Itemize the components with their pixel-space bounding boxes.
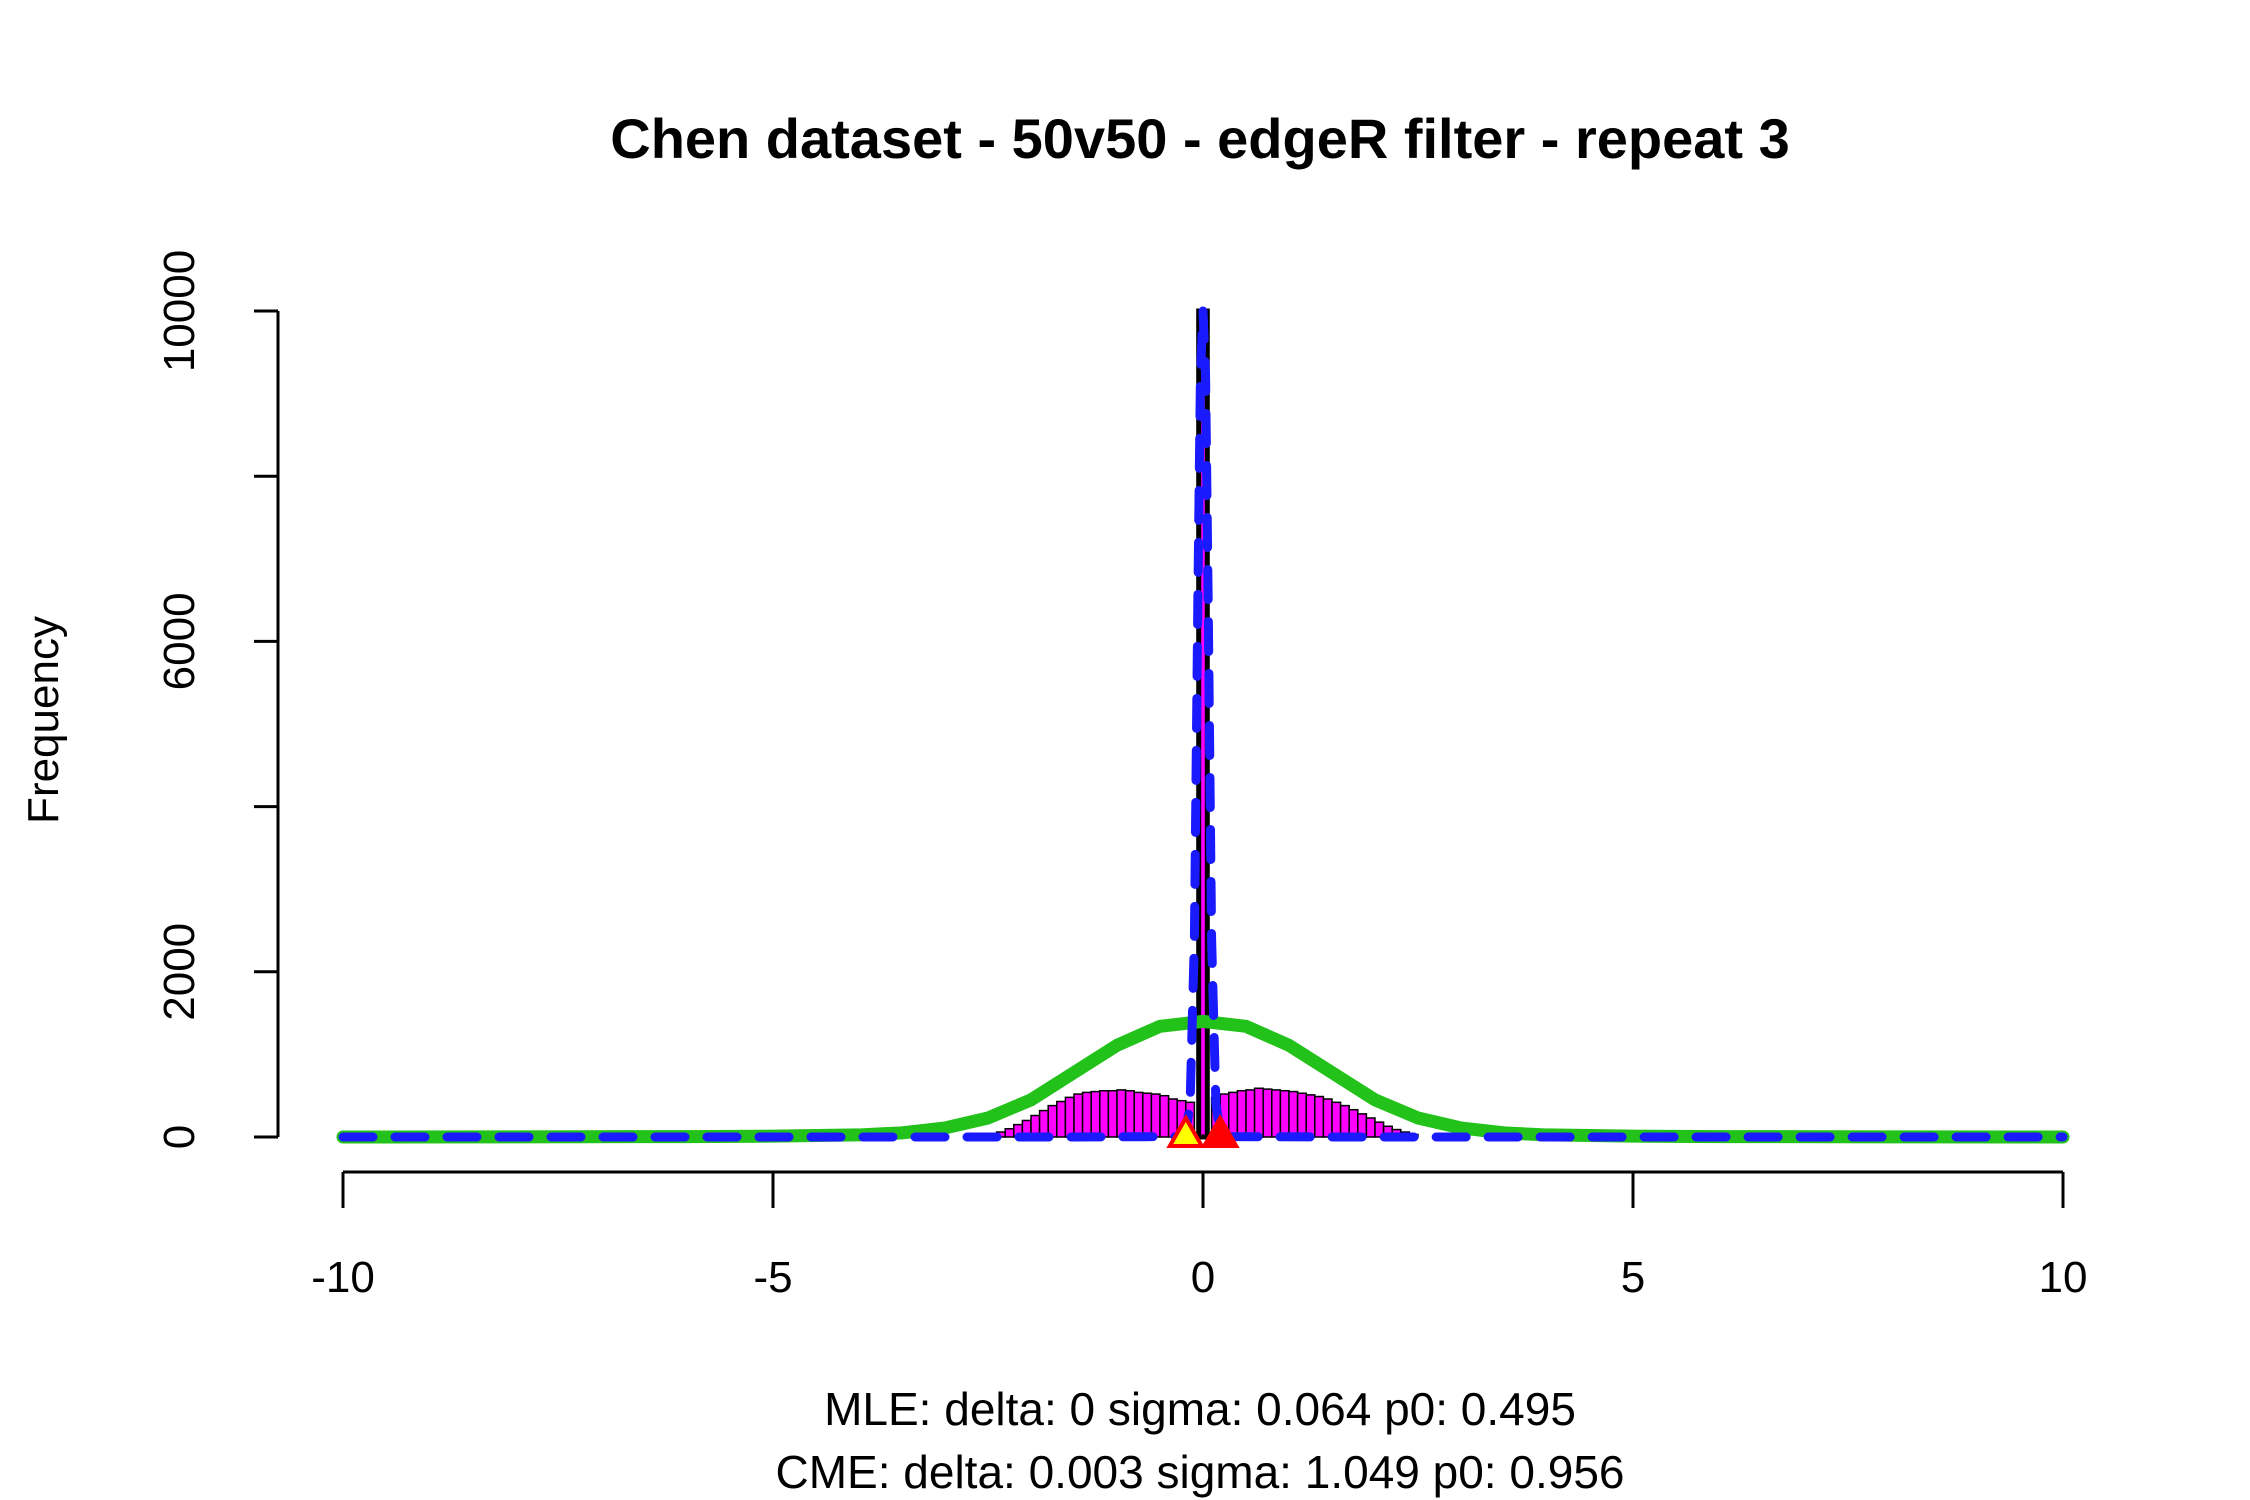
x-tick-label: 0 [1191, 1253, 1215, 1302]
histogram-bar [1081, 1091, 1092, 1138]
histogram-bar [1271, 1089, 1282, 1138]
histogram-bar [1133, 1091, 1144, 1138]
histogram-bar [1262, 1088, 1273, 1138]
histogram-bar [1124, 1089, 1135, 1138]
histogram-bar [1150, 1093, 1161, 1138]
histogram-bar [1322, 1098, 1333, 1138]
histogram-bar [1279, 1089, 1290, 1138]
histogram-bar [1107, 1089, 1118, 1138]
y-tick-label: 6000 [155, 592, 204, 690]
subtitle-line-2: CME: delta: 0.003 sigma: 1.049 p0: 0.956 [776, 1446, 1625, 1498]
histogram-bar [1296, 1092, 1307, 1138]
plot-area [336, 306, 2070, 1148]
subtitle-line-1: MLE: delta: 0 sigma: 0.064 p0: 0.495 [824, 1383, 1576, 1435]
histogram-bar [1245, 1089, 1256, 1138]
y-tick-label: 10000 [155, 250, 204, 372]
histogram-bar [1314, 1095, 1325, 1138]
y-tick-label: 0 [155, 1125, 204, 1149]
histogram-bar [1305, 1094, 1316, 1138]
histogram-bar [1090, 1090, 1101, 1138]
y-axis-label: Frequency [19, 616, 68, 824]
cme-delta-marker [1200, 1113, 1240, 1148]
x-tick-label: -5 [753, 1253, 792, 1302]
histogram-bar [1288, 1090, 1299, 1138]
chart-title: Chen dataset - 50v50 - edgeR filter - re… [610, 107, 1790, 170]
histogram-bar [1056, 1100, 1067, 1138]
histogram-bar [1339, 1104, 1350, 1138]
histogram-bar [1064, 1096, 1075, 1138]
x-tick-label: 10 [2039, 1253, 2088, 1302]
histogram-bar [1331, 1101, 1342, 1138]
histogram-bar [1142, 1092, 1153, 1138]
histogram-bar [1073, 1093, 1084, 1138]
y-tick-label: 2000 [155, 923, 204, 1021]
histogram-bar [1236, 1089, 1247, 1138]
x-tick-label: -10 [311, 1253, 375, 1302]
histogram-bar [1099, 1089, 1110, 1138]
histogram-bar [1047, 1104, 1058, 1138]
axes: 0 2000 6000 10000 -10 -5 0 5 10 [155, 250, 2087, 1302]
mle-delta-marker [1166, 1113, 1206, 1148]
histogram-bar [1159, 1094, 1170, 1138]
x-tick-label: 5 [1621, 1253, 1645, 1302]
histogram-bar [1004, 1127, 1015, 1138]
histogram-bar [1228, 1091, 1239, 1138]
histogram-bar [1365, 1117, 1376, 1138]
histogram-bar [1253, 1087, 1264, 1138]
histogram-bar [1116, 1089, 1127, 1138]
